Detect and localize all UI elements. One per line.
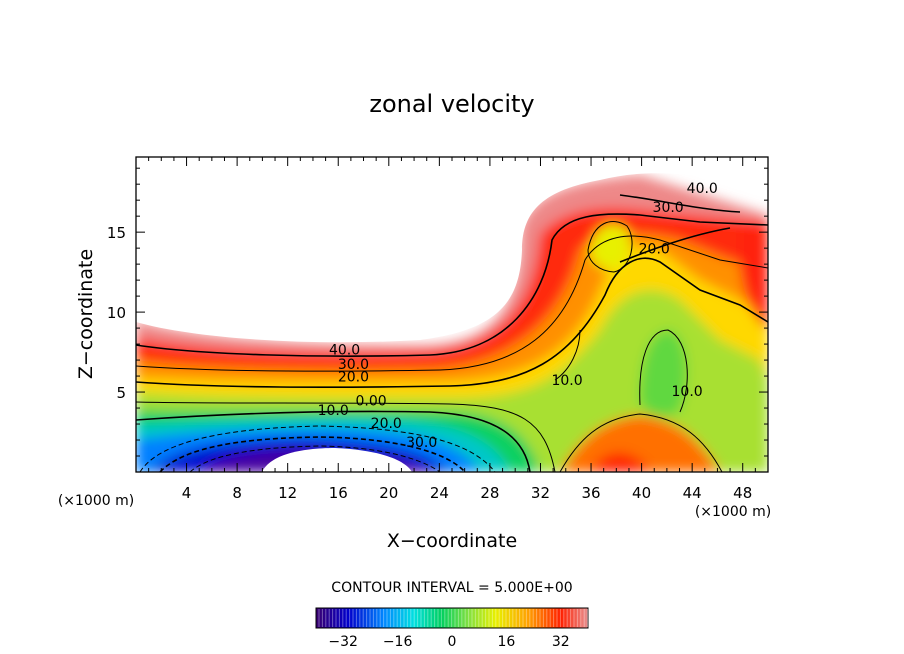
x-tick-label: 32 bbox=[531, 484, 550, 502]
x-tick-label: 12 bbox=[278, 484, 297, 502]
x-tick-label: 44 bbox=[683, 484, 702, 502]
contour-lines bbox=[136, 194, 768, 472]
x-axis-label: X−coordinate bbox=[387, 530, 517, 552]
colorbar-tick-label: 0 bbox=[448, 634, 457, 650]
x-tick-label: 20 bbox=[379, 484, 398, 502]
y-tick-label: 5 bbox=[116, 384, 126, 402]
x-tick-label: 16 bbox=[329, 484, 348, 502]
colorbar-tick-label: −16 bbox=[383, 634, 413, 650]
x-tick-label: 4 bbox=[182, 484, 192, 502]
colorbar: −32 −16 0 16 32 bbox=[315, 607, 589, 650]
contour-label: 20.0 bbox=[639, 242, 670, 258]
x-tick-label: 48 bbox=[733, 484, 752, 502]
contour-interval-caption: CONTOUR INTERVAL = 5.000E+00 bbox=[331, 580, 572, 596]
x-tick-label: 40 bbox=[632, 484, 651, 502]
x-tick-label: 28 bbox=[480, 484, 499, 502]
contour-field bbox=[136, 157, 768, 472]
chart-title: zonal velocity bbox=[369, 90, 534, 118]
colorbar-tick-label: 32 bbox=[552, 634, 570, 650]
x-unit-left: (×1000 m) bbox=[58, 493, 134, 509]
contour-label: 20.0 bbox=[371, 416, 402, 432]
y-tick-label: 15 bbox=[107, 224, 126, 242]
colorbar-tick-label: −32 bbox=[328, 634, 358, 650]
contour-label: 40.0 bbox=[329, 342, 360, 358]
contour-label: 40.0 bbox=[687, 181, 718, 197]
contour-labels: 40.030.020.00.0010.020.030.010.010.020.0… bbox=[318, 181, 718, 451]
y-tick-label: 10 bbox=[107, 304, 126, 322]
contour-label: 0.00 bbox=[356, 394, 387, 410]
contour-label: 20.0 bbox=[338, 370, 369, 386]
y-axis-label: Z−coordinate bbox=[75, 249, 97, 379]
contour-label: 10.0 bbox=[672, 384, 703, 400]
contour-label: 10.0 bbox=[551, 373, 582, 389]
contour-label: 30.0 bbox=[653, 200, 684, 216]
contour-label: 30.0 bbox=[338, 357, 369, 373]
x-tick-label: 36 bbox=[581, 484, 600, 502]
x-tick-label: 24 bbox=[430, 484, 449, 502]
contour-label: 10.0 bbox=[318, 403, 349, 419]
x-tick-label: 8 bbox=[232, 484, 242, 502]
contour-label: 30.0 bbox=[406, 435, 437, 451]
x-unit-right: (×1000 m) bbox=[695, 504, 771, 520]
colorbar-tick-label: 16 bbox=[497, 634, 515, 650]
